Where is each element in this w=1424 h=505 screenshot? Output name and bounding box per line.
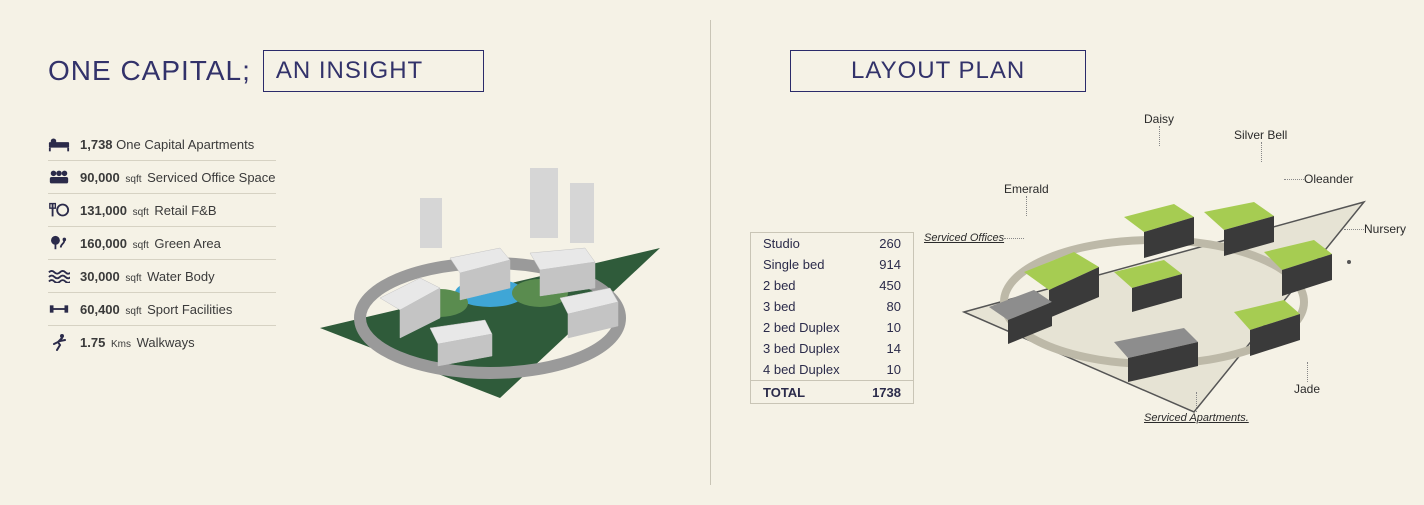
building-label: Emerald: [1004, 182, 1049, 196]
unit-count: 914: [879, 257, 901, 272]
building-label: Silver Bell: [1234, 128, 1287, 142]
building-label: Jade: [1294, 382, 1320, 396]
stat-label: Walkways: [137, 335, 195, 350]
stat-label: Green Area: [154, 236, 221, 251]
stat-item: 1.75 Kms Walkways: [48, 326, 276, 358]
stats-list: 1,738 One Capital Apartments 90,000 sqft …: [48, 128, 276, 408]
dumbbell-icon: [48, 300, 70, 318]
unit-type: 3 bed Duplex: [763, 341, 840, 356]
stat-text: 131,000 sqft Retail F&B: [80, 203, 217, 218]
stat-label: Retail F&B: [154, 203, 216, 218]
right-panel: LAYOUT PLAN Studio 260 Single bed 914 2 bed 4…: [710, 0, 1424, 505]
stat-unit: sqft: [125, 306, 141, 317]
runner-icon: [48, 333, 70, 351]
stat-item: 30,000 sqft Water Body: [48, 260, 276, 293]
unit-type: 3 bed: [763, 299, 796, 314]
stat-text: 30,000 sqft Water Body: [80, 269, 215, 284]
isometric-layout-right: DaisySilver BellEmeraldOleanderNurseryJa…: [934, 112, 1394, 472]
stat-text: 90,000 sqft Serviced Office Space: [80, 170, 276, 185]
stat-value: 160,000: [80, 236, 127, 251]
stat-unit: sqft: [133, 207, 149, 218]
stat-item: 160,000 sqft Green Area: [48, 227, 276, 260]
render-svg-left: [300, 128, 680, 408]
left-content: 1,738 One Capital Apartments 90,000 sqft …: [48, 128, 680, 408]
table-row: Single bed 914: [751, 254, 913, 275]
page-divider: [710, 20, 711, 485]
unit-count: 450: [879, 278, 901, 293]
stat-label: Sport Facilities: [147, 302, 232, 317]
stat-text: 1.75 Kms Walkways: [80, 335, 195, 350]
title-insight-box: AN INSIGHT: [263, 50, 484, 92]
right-content: Studio 260 Single bed 914 2 bed 450 3 bed 80 2 b…: [750, 112, 1394, 472]
table-row: 3 bed 80: [751, 296, 913, 317]
left-title-row: ONE CAPITAL; AN INSIGHT: [48, 50, 680, 92]
stat-text: 160,000 sqft Green Area: [80, 236, 221, 251]
stat-label: One Capital Apartments: [116, 137, 254, 152]
stat-label: Water Body: [147, 269, 214, 284]
stat-item: 1,738 One Capital Apartments: [48, 128, 276, 161]
stat-item: 90,000 sqft Serviced Office Space: [48, 161, 276, 194]
unit-type: 2 bed: [763, 278, 796, 293]
unit-type: Studio: [763, 236, 800, 251]
table-row: Studio 260: [751, 233, 913, 254]
stat-value: 90,000: [80, 170, 120, 185]
stat-value: 30,000: [80, 269, 120, 284]
building-label: Nursery: [1364, 222, 1406, 236]
tree-icon: [48, 234, 70, 252]
unit-count: 10: [887, 320, 901, 335]
bed-icon: [48, 135, 70, 153]
title-layout-box: LAYOUT PLAN: [790, 50, 1086, 92]
stat-text: 1,738 One Capital Apartments: [80, 137, 254, 152]
stat-item: 131,000 sqft Retail F&B: [48, 194, 276, 227]
waves-icon: [48, 267, 70, 285]
stat-unit: sqft: [125, 174, 141, 185]
stat-value: 131,000: [80, 203, 127, 218]
table-row: 3 bed Duplex 14: [751, 338, 913, 359]
building-label: Serviced Apartments.: [1144, 412, 1249, 424]
unit-count: 10: [887, 362, 901, 377]
table-row: 2 bed Duplex 10: [751, 317, 913, 338]
unit-type: 2 bed Duplex: [763, 320, 840, 335]
title-main: ONE CAPITAL;: [48, 55, 251, 87]
unit-count: 14: [887, 341, 901, 356]
stat-value: 1.75: [80, 335, 105, 350]
unit-mix-table: Studio 260 Single bed 914 2 bed 450 3 bed 80 2 b…: [750, 232, 914, 404]
stat-value: 1,738: [80, 137, 113, 152]
building-label: Daisy: [1144, 112, 1174, 126]
stat-text: 60,400 sqft Sport Facilities: [80, 302, 232, 317]
stat-unit: Kms: [111, 339, 131, 350]
stat-item: 60,400 sqft Sport Facilities: [48, 293, 276, 326]
unit-type: Single bed: [763, 257, 824, 272]
stat-label: Serviced Office Space: [147, 170, 275, 185]
unit-count: 260: [879, 236, 901, 251]
people-icon: [48, 168, 70, 186]
table-row: 4 bed Duplex 10: [751, 359, 913, 380]
unit-count: 80: [887, 299, 901, 314]
render-svg-right: [934, 112, 1394, 452]
unit-type: 4 bed Duplex: [763, 362, 840, 377]
stat-unit: sqft: [133, 240, 149, 251]
stat-value: 60,400: [80, 302, 120, 317]
building-label: Oleander: [1304, 172, 1353, 186]
left-panel: ONE CAPITAL; AN INSIGHT 1,738 One Capita…: [0, 0, 710, 505]
building-label: Serviced Offices: [924, 232, 1004, 244]
total-label: TOTAL: [763, 385, 805, 400]
stat-unit: sqft: [125, 273, 141, 284]
isometric-render-left: [300, 128, 680, 408]
total-value: 1738: [872, 385, 901, 400]
dining-icon: [48, 201, 70, 219]
table-row: 2 bed 450: [751, 275, 913, 296]
table-total-row: TOTAL 1738: [751, 380, 913, 403]
